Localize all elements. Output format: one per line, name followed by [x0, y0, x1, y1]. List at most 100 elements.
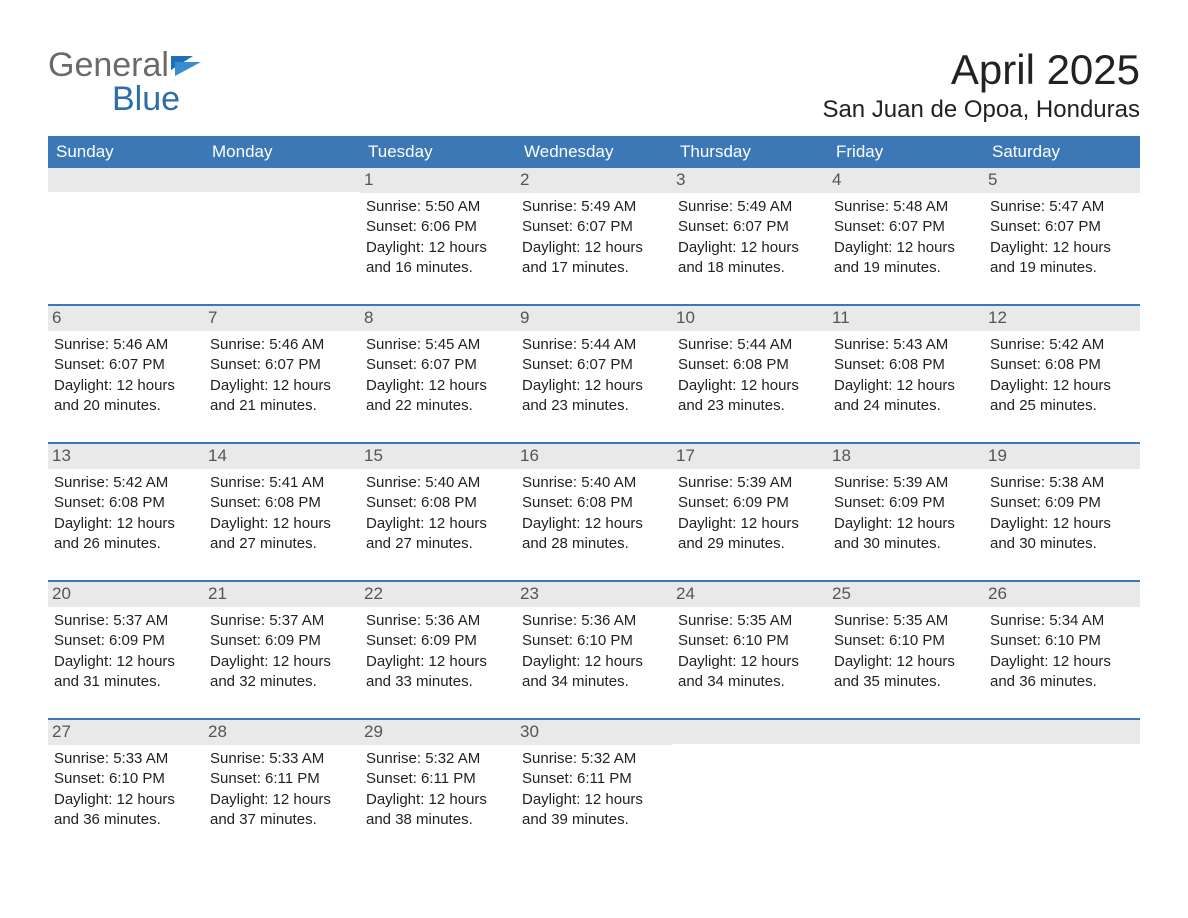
date-number: 25: [828, 582, 984, 607]
daylight2-text: and 31 minutes.: [54, 672, 198, 692]
daylight1-text: Daylight: 12 hours: [522, 652, 666, 672]
daylight2-text: and 19 minutes.: [990, 258, 1134, 278]
daylight1-text: Daylight: 12 hours: [210, 790, 354, 810]
calendar-day-cell: 8Sunrise: 5:45 AMSunset: 6:07 PMDaylight…: [360, 305, 516, 443]
sunset-text: Sunset: 6:09 PM: [990, 493, 1134, 513]
weekday-header: Wednesday: [516, 136, 672, 168]
date-number: 7: [204, 306, 360, 331]
sunset-text: Sunset: 6:08 PM: [210, 493, 354, 513]
calendar-day-cell: 7 Sunrise: 5:46 AMSunset: 6:07 PMDaylight…: [204, 305, 360, 443]
weekday-header: Friday: [828, 136, 984, 168]
day-details: Sunrise: 5:41 AMSunset: 6:08 PMDaylight:…: [210, 473, 354, 554]
sunset-text: Sunset: 6:07 PM: [54, 355, 198, 375]
daylight1-text: Daylight: 12 hours: [678, 652, 822, 672]
date-number: 24: [672, 582, 828, 607]
sunset-text: Sunset: 6:08 PM: [990, 355, 1134, 375]
daylight2-text: and 23 minutes.: [522, 396, 666, 416]
calendar-page: General Blue April 2025 San Juan de Opoa…: [0, 0, 1188, 918]
calendar-day-cell: 2Sunrise: 5:49 AMSunset: 6:07 PMDaylight…: [516, 168, 672, 305]
daylight1-text: Daylight: 12 hours: [522, 514, 666, 534]
calendar-table: Sunday Monday Tuesday Wednesday Thursday…: [48, 136, 1140, 856]
month-title: April 2025: [822, 48, 1140, 92]
day-details: Sunrise: 5:38 AMSunset: 6:09 PMDaylight:…: [990, 473, 1134, 554]
sunrise-text: Sunrise: 5:45 AM: [366, 335, 510, 355]
daylight1-text: Daylight: 12 hours: [522, 790, 666, 810]
day-details: Sunrise: 5:46 AMSunset: 6:07 PMDaylight:…: [54, 335, 198, 416]
calendar-week-row: 13Sunrise: 5:42 AMSunset: 6:08 PMDayligh…: [48, 443, 1140, 581]
daylight2-text: and 21 minutes.: [210, 396, 354, 416]
sunset-text: Sunset: 6:11 PM: [522, 769, 666, 789]
brand-word-2: Blue: [48, 80, 180, 118]
day-details: Sunrise: 5:46 AMSunset: 6:07 PMDaylight:…: [210, 335, 354, 416]
day-details: Sunrise: 5:32 AMSunset: 6:11 PMDaylight:…: [366, 749, 510, 830]
sunset-text: Sunset: 6:09 PM: [678, 493, 822, 513]
day-details: Sunrise: 5:32 AMSunset: 6:11 PMDaylight:…: [522, 749, 666, 830]
sunrise-text: Sunrise: 5:46 AM: [210, 335, 354, 355]
daylight1-text: Daylight: 12 hours: [210, 652, 354, 672]
sunset-text: Sunset: 6:07 PM: [366, 355, 510, 375]
date-number: 23: [516, 582, 672, 607]
daylight1-text: Daylight: 12 hours: [54, 514, 198, 534]
daylight2-text: and 16 minutes.: [366, 258, 510, 278]
sunrise-text: Sunrise: 5:35 AM: [834, 611, 978, 631]
day-details: Sunrise: 5:33 AMSunset: 6:10 PMDaylight:…: [54, 749, 198, 830]
sunrise-text: Sunrise: 5:33 AM: [54, 749, 198, 769]
sunset-text: Sunset: 6:09 PM: [834, 493, 978, 513]
sunset-text: Sunset: 6:08 PM: [678, 355, 822, 375]
location-subtitle: San Juan de Opoa, Honduras: [822, 96, 1140, 124]
day-details: Sunrise: 5:35 AMSunset: 6:10 PMDaylight:…: [834, 611, 978, 692]
date-number: 17: [672, 444, 828, 469]
day-details: Sunrise: 5:35 AMSunset: 6:10 PMDaylight:…: [678, 611, 822, 692]
date-number: 6: [48, 306, 204, 331]
sunrise-text: Sunrise: 5:44 AM: [522, 335, 666, 355]
calendar-day-cell: 11Sunrise: 5:43 AMSunset: 6:08 PMDayligh…: [828, 305, 984, 443]
sunset-text: Sunset: 6:10 PM: [54, 769, 198, 789]
date-number: 18: [828, 444, 984, 469]
sunset-text: Sunset: 6:10 PM: [834, 631, 978, 651]
daylight2-text: and 20 minutes.: [54, 396, 198, 416]
sunrise-text: Sunrise: 5:47 AM: [990, 197, 1134, 217]
sunrise-text: Sunrise: 5:33 AM: [210, 749, 354, 769]
day-details: Sunrise: 5:49 AMSunset: 6:07 PMDaylight:…: [522, 197, 666, 278]
sunrise-text: Sunrise: 5:42 AM: [990, 335, 1134, 355]
sunset-text: Sunset: 6:07 PM: [210, 355, 354, 375]
day-details: Sunrise: 5:39 AMSunset: 6:09 PMDaylight:…: [678, 473, 822, 554]
sunrise-text: Sunrise: 5:38 AM: [990, 473, 1134, 493]
sunset-text: Sunset: 6:08 PM: [54, 493, 198, 513]
daylight1-text: Daylight: 12 hours: [990, 238, 1134, 258]
date-number: 27: [48, 720, 204, 745]
title-block: April 2025 San Juan de Opoa, Honduras: [822, 48, 1140, 124]
date-number: 8: [360, 306, 516, 331]
daylight2-text: and 34 minutes.: [522, 672, 666, 692]
daylight2-text: and 18 minutes.: [678, 258, 822, 278]
calendar-day-cell: 12Sunrise: 5:42 AMSunset: 6:08 PMDayligh…: [984, 305, 1140, 443]
day-details: Sunrise: 5:44 AMSunset: 6:08 PMDaylight:…: [678, 335, 822, 416]
daylight1-text: Daylight: 12 hours: [54, 376, 198, 396]
sunset-text: Sunset: 6:08 PM: [522, 493, 666, 513]
date-number: 4: [828, 168, 984, 193]
daylight1-text: Daylight: 12 hours: [210, 376, 354, 396]
sunrise-text: Sunrise: 5:35 AM: [678, 611, 822, 631]
sunrise-text: Sunrise: 5:39 AM: [678, 473, 822, 493]
date-number: 5: [984, 168, 1140, 193]
daylight2-text: and 30 minutes.: [990, 534, 1134, 554]
calendar-day-cell: 24 Sunrise: 5:35 AMSunset: 6:10 PMDayligh…: [672, 581, 828, 719]
calendar-week-row: 1Sunrise: 5:50 AMSunset: 6:06 PMDaylight…: [48, 168, 1140, 305]
calendar-day-cell: 10Sunrise: 5:44 AMSunset: 6:08 PMDayligh…: [672, 305, 828, 443]
daylight1-text: Daylight: 12 hours: [366, 790, 510, 810]
calendar-day-cell: 15Sunrise: 5:40 AMSunset: 6:08 PMDayligh…: [360, 443, 516, 581]
day-details: Sunrise: 5:42 AMSunset: 6:08 PMDaylight:…: [54, 473, 198, 554]
sunrise-text: Sunrise: 5:40 AM: [366, 473, 510, 493]
date-number: 26: [984, 582, 1140, 607]
header-row: General Blue April 2025 San Juan de Opoa…: [48, 48, 1140, 124]
date-number: 12: [984, 306, 1140, 331]
daylight1-text: Daylight: 12 hours: [366, 514, 510, 534]
day-details: Sunrise: 5:44 AMSunset: 6:07 PMDaylight:…: [522, 335, 666, 416]
date-number: 20: [48, 582, 204, 607]
daylight1-text: Daylight: 12 hours: [366, 238, 510, 258]
sunset-text: Sunset: 6:07 PM: [990, 217, 1134, 237]
date-number: 19: [984, 444, 1140, 469]
daylight2-text: and 36 minutes.: [990, 672, 1134, 692]
date-number: 21: [204, 582, 360, 607]
daylight1-text: Daylight: 12 hours: [522, 376, 666, 396]
